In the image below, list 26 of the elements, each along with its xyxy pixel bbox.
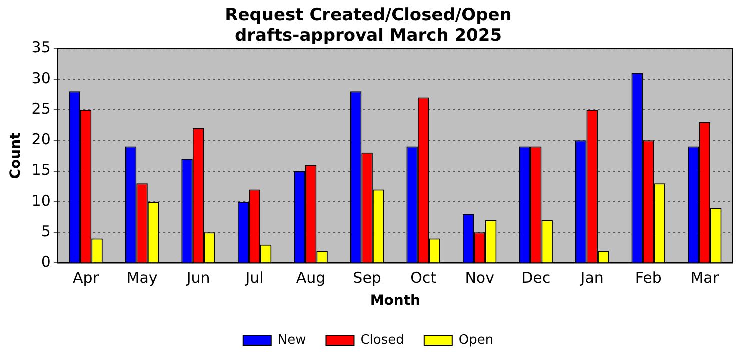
legend-label: New: [278, 332, 307, 348]
x-tick-label: Jun: [186, 269, 210, 288]
x-tick-label: Feb: [635, 269, 662, 288]
x-tick-label: Sep: [353, 269, 382, 288]
x-tick-label: Dec: [522, 269, 551, 288]
chart-title: Request Created/Closed/Open drafts-approval March 2025: [225, 6, 512, 46]
x-tick-label: Apr: [73, 269, 100, 288]
y-tick-label: 10: [32, 192, 51, 210]
y-tick-label: 20: [32, 130, 51, 149]
y-tick-label: 35: [32, 38, 51, 57]
y-tick-label: 0: [41, 253, 51, 272]
x-tick-label: Aug: [296, 269, 326, 288]
x-tick-label: Jan: [580, 269, 604, 288]
y-tick-label: 25: [32, 100, 51, 118]
x-tick-label: Oct: [410, 269, 437, 288]
legend-label: Closed: [360, 332, 404, 348]
x-tick-label: Mar: [690, 269, 720, 288]
y-tick-label: 30: [32, 69, 51, 88]
x-tick-label: May: [126, 269, 158, 288]
x-axis-title: Month: [370, 293, 421, 310]
y-axis-title: Count: [8, 132, 24, 180]
x-tick-label: Nov: [465, 269, 495, 288]
x-tick-label: Jul: [244, 269, 264, 288]
legend-label: Open: [458, 332, 494, 348]
y-tick-label: 15: [32, 161, 51, 180]
y-tick-label: 5: [41, 222, 51, 240]
